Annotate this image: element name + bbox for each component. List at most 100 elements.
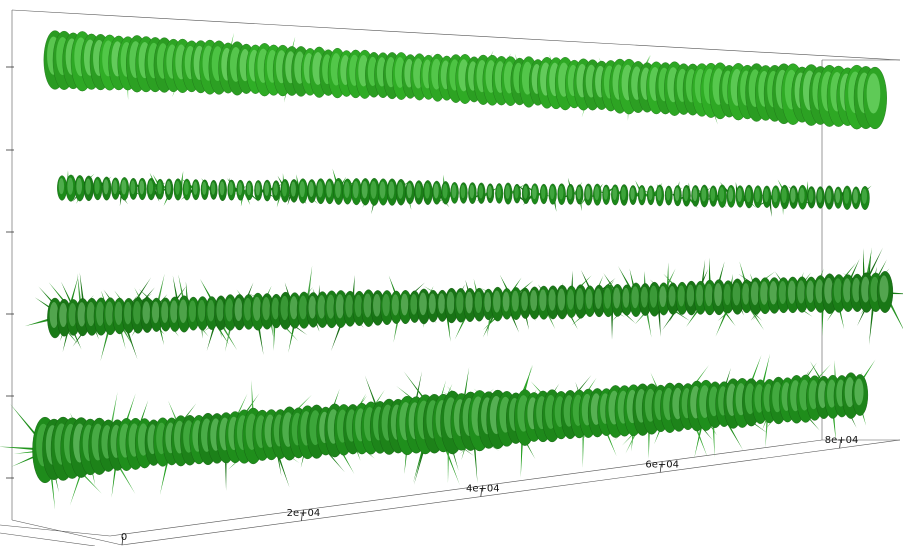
y-axis-ticks [6, 66, 14, 479]
tube-highlight [621, 186, 626, 201]
tube-highlight [308, 295, 317, 319]
tube-highlight [391, 294, 400, 316]
tube-highlight [567, 289, 575, 310]
tube-highlight [271, 297, 280, 320]
tube-highlight [273, 182, 278, 196]
tube-highlight [772, 187, 778, 203]
tube-highlight [683, 187, 689, 202]
tube-highlight [523, 185, 528, 199]
tube-highlight [530, 290, 538, 312]
tube-highlight [843, 278, 852, 303]
tube-highlight [290, 181, 296, 197]
tube-highlight [474, 291, 483, 313]
tube-1 [43, 30, 887, 130]
tube-highlight [114, 301, 123, 325]
tube-highlight [613, 287, 621, 309]
tube-highlight [281, 181, 288, 197]
tube-highlight [299, 181, 305, 198]
tube-highlight [264, 182, 270, 196]
tube-highlight [557, 288, 566, 311]
tube-highlight [317, 181, 323, 198]
x-tick-label-1: 2e+04 [287, 508, 321, 519]
tube-highlight [211, 182, 216, 195]
tube-highlight [237, 182, 243, 196]
tube-highlight [852, 277, 861, 303]
tube-highlight [433, 183, 439, 199]
tube-highlight [719, 187, 725, 202]
tube-highlight [656, 186, 662, 201]
tube-highlight [787, 280, 796, 304]
tube-highlight [511, 290, 519, 312]
tube-highlight [631, 286, 639, 309]
tube-highlight [806, 280, 815, 304]
tube-highlight [502, 291, 510, 312]
tube-highlight [317, 295, 326, 319]
tube-highlight [754, 187, 760, 203]
tube-highlight [96, 301, 105, 326]
tube-highlight [539, 289, 547, 312]
tube-highlight [68, 303, 77, 327]
tube-highlight [255, 182, 261, 196]
tube-highlight [335, 180, 341, 199]
spike [242, 189, 251, 205]
x-tick-1 [301, 512, 303, 521]
tube-highlight [124, 301, 132, 325]
tube-highlight [496, 185, 501, 199]
tube-highlight [674, 187, 680, 201]
tube-highlight [415, 182, 421, 199]
tube-highlight [603, 186, 608, 200]
tube-highlight [541, 186, 546, 199]
tube-highlight [870, 276, 880, 303]
tube-highlight [49, 301, 59, 329]
tube-highlight [344, 181, 350, 198]
tube-highlight [649, 285, 658, 308]
tube-highlight [85, 178, 91, 195]
tube-highlight [382, 293, 390, 317]
tube-highlight [326, 294, 335, 319]
tube-highlight [67, 177, 74, 195]
box-edge-8 [109, 439, 823, 537]
tube-highlight [94, 179, 100, 195]
tube-highlight [442, 183, 448, 199]
tube-highlight [549, 185, 555, 200]
tube-highlight [388, 181, 395, 199]
tube-highlight [799, 187, 805, 204]
tube-highlight [723, 283, 732, 306]
tube-highlight [370, 180, 377, 199]
tube-highlight [361, 181, 368, 199]
tube-highlight [585, 185, 591, 200]
tube-highlight [817, 188, 823, 203]
tube-highlight [790, 187, 796, 203]
tube-2 [57, 168, 872, 217]
tube-highlight [666, 187, 671, 201]
tube-highlight [130, 180, 136, 195]
tube-highlight [446, 291, 455, 315]
tube-highlight [532, 185, 537, 200]
tube-highlight [732, 282, 741, 306]
tube-highlight [299, 295, 308, 320]
tube-highlight [603, 287, 612, 309]
tube-highlight [121, 179, 127, 195]
tube-highlight [797, 280, 806, 304]
tube-highlight [861, 188, 867, 204]
x-tick-0 [121, 536, 124, 546]
tube-highlight [622, 287, 630, 308]
x-tick-4 [839, 440, 841, 449]
tube-highlight [424, 182, 430, 199]
tube-highlight [824, 277, 834, 304]
tube-highlight [750, 281, 760, 306]
tube-highlight [207, 299, 215, 322]
tube-highlight [161, 301, 169, 323]
tube-highlight [594, 288, 602, 309]
tube-highlight [59, 302, 68, 327]
tube-highlight [478, 184, 484, 199]
tube-highlight [692, 187, 698, 202]
x-axis: 0 2e+04 4e+04 6e+04 8e+04 [121, 435, 858, 546]
tube-3 [24, 247, 903, 362]
tube-highlight [854, 378, 864, 406]
tube-highlight [879, 275, 889, 303]
tube-highlight [640, 286, 648, 308]
tube-highlight [696, 284, 704, 307]
tube-highlight [419, 292, 427, 316]
tube-highlight [728, 187, 734, 202]
